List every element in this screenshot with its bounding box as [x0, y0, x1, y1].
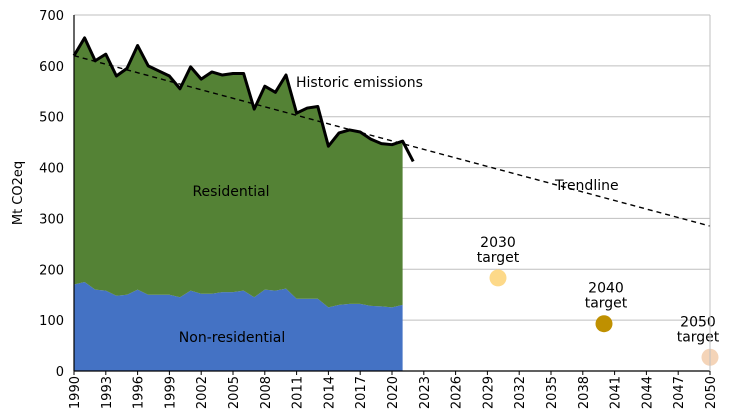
area-residential	[74, 37, 403, 308]
x-tick-label-2032: 2032	[513, 376, 528, 409]
x-tick-label-2023: 2023	[418, 376, 433, 409]
x-tick-label-1990: 1990	[68, 376, 83, 409]
x-tick-label-2050: 2050	[704, 376, 719, 409]
x-tick-label-1993: 1993	[100, 376, 115, 409]
x-tick-label-1996: 1996	[132, 376, 147, 409]
residential-label: Residential	[192, 184, 269, 200]
x-tick-label-2020: 2020	[386, 376, 401, 409]
x-tick-label-2041: 2041	[609, 376, 624, 409]
target-year-2050: 2050	[680, 314, 716, 330]
y-tick-label-600: 600	[39, 60, 64, 75]
x-tick-label-2002: 2002	[195, 376, 210, 409]
chart-labels: Historic emissions Trendline Residential…	[11, 75, 619, 346]
y-tick-label-500: 500	[39, 111, 64, 126]
area-non-residential	[74, 282, 403, 371]
x-tick-label-2044: 2044	[640, 376, 655, 409]
target-word-2040: target	[585, 296, 628, 312]
target-word-2030: target	[477, 250, 520, 266]
x-tick-label-2047: 2047	[672, 376, 687, 409]
y-tick-label-100: 100	[39, 314, 64, 329]
x-tick-label-1999: 1999	[163, 376, 178, 409]
y-tick-label-200: 200	[39, 263, 64, 278]
trendline	[73, 55, 711, 227]
stacked-areas	[74, 37, 403, 371]
historic-emissions-label: Historic emissions	[296, 75, 423, 91]
x-tick-label-2038: 2038	[577, 376, 592, 409]
target-marker-2040	[595, 315, 613, 333]
non-residential-label: Non-residential	[179, 330, 285, 346]
y-axis-label: Mt CO2eq	[11, 161, 26, 225]
series-lines	[72, 36, 711, 227]
target-marker-2030	[489, 269, 507, 287]
target-year-2030: 2030	[480, 235, 516, 251]
trendline-label: Trendline	[554, 178, 619, 194]
x-tick-label-2035: 2035	[545, 376, 560, 409]
x-tick-label-2026: 2026	[450, 376, 465, 409]
y-tick-label-300: 300	[39, 212, 64, 227]
target-word-2050: target	[677, 329, 720, 345]
axes: 0 100 200 300 400 500 600 700 1990 1993 1996 1999 20…	[39, 9, 719, 409]
x-tick-label-2005: 2005	[227, 376, 242, 409]
x-tick-label-2011: 2011	[291, 376, 306, 409]
x-tick-label-2017: 2017	[354, 376, 369, 409]
y-tick-label-0: 0	[56, 365, 64, 380]
y-tick-label-400: 400	[39, 162, 64, 177]
target-year-2040: 2040	[588, 281, 624, 297]
x-tick-label-2008: 2008	[259, 376, 274, 409]
historic-emissions-line	[72, 36, 415, 163]
x-tick-label-2029: 2029	[481, 376, 496, 409]
y-tick-label-700: 700	[39, 9, 64, 24]
x-tick-label-2014: 2014	[322, 376, 337, 409]
